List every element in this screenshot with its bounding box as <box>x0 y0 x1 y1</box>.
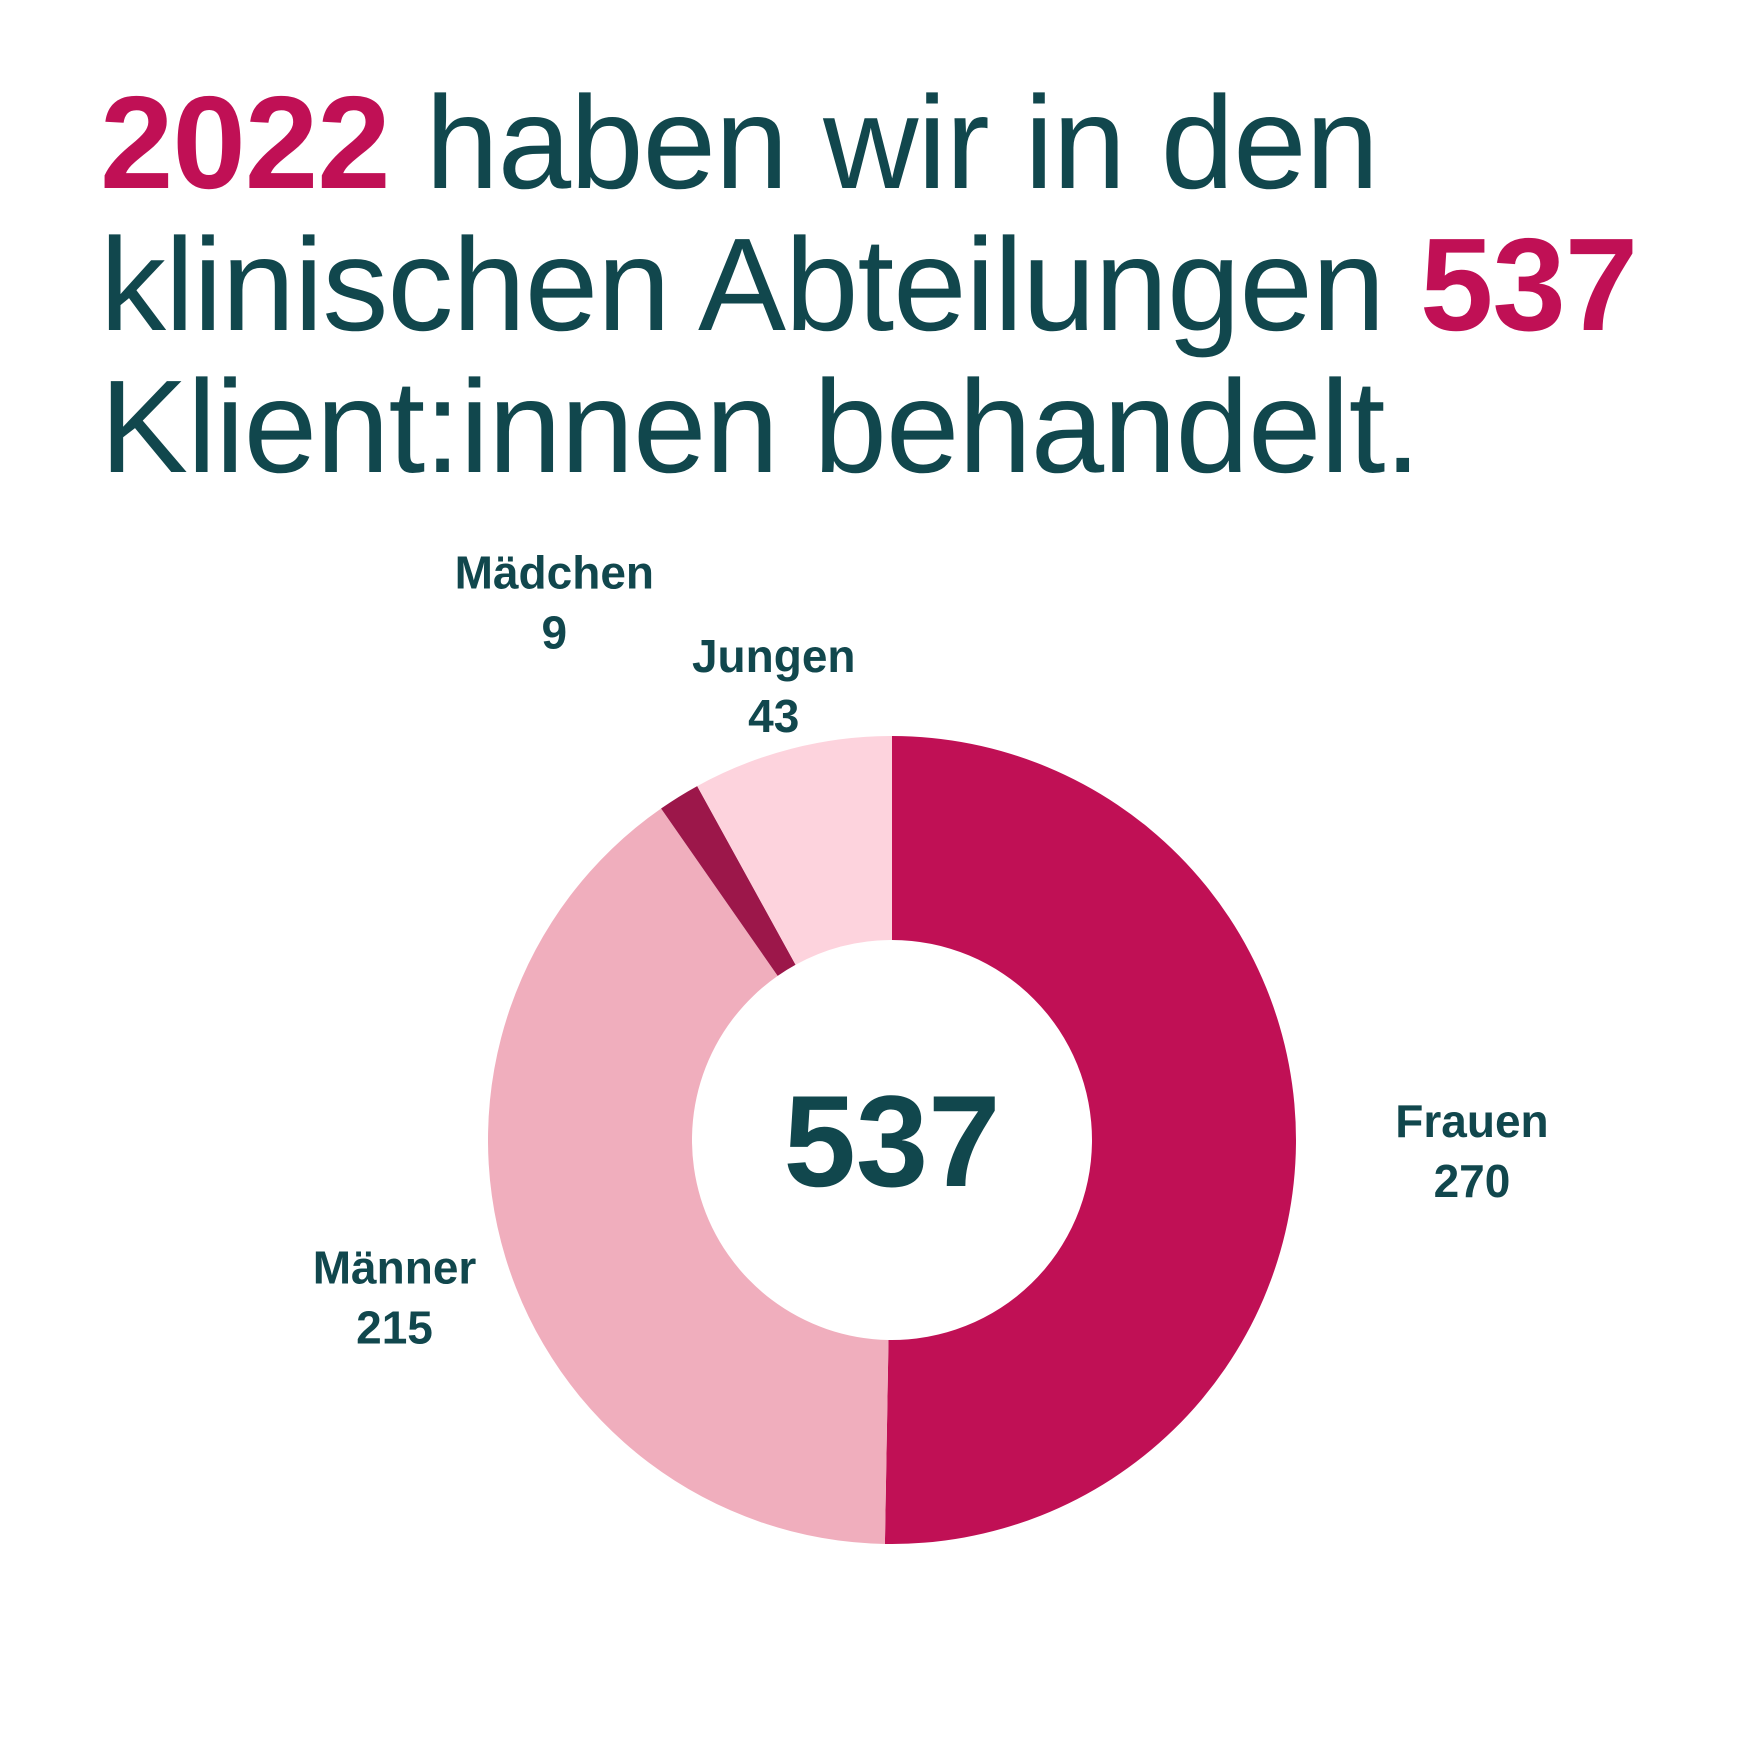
headline-text-1: haben wir in den klinischen Abteilungen <box>100 69 1420 358</box>
slice-value-männer: 215 <box>356 1301 433 1353</box>
slice-value-jungen: 43 <box>748 690 799 742</box>
headline: 2022 haben wir in den klinischen Abteilu… <box>100 72 1660 498</box>
slice-label-frauen: Frauen <box>1395 1095 1548 1147</box>
slice-männer <box>488 808 889 1544</box>
slice-value-frauen: 270 <box>1434 1155 1511 1207</box>
headline-count: 537 <box>1419 211 1638 358</box>
slice-frauen <box>884 736 1296 1545</box>
donut-center-total: 537 <box>784 1068 1001 1214</box>
slice-label-männer: Männer <box>313 1241 477 1293</box>
slice-label-mädchen: Mädchen <box>455 546 654 598</box>
donut-slices <box>488 736 1296 1545</box>
slice-value-mädchen: 9 <box>542 606 568 658</box>
slice-mädchen <box>661 786 796 976</box>
headline-year: 2022 <box>100 69 391 216</box>
slice-label-jungen: Jungen <box>692 630 856 682</box>
donut-labels: Frauen 270 Männer 215 Mädchen 9 Jungen 43 <box>313 546 1549 1353</box>
slice-jungen <box>697 736 892 965</box>
headline-text-2: Klient:innen behandelt. <box>100 353 1421 500</box>
